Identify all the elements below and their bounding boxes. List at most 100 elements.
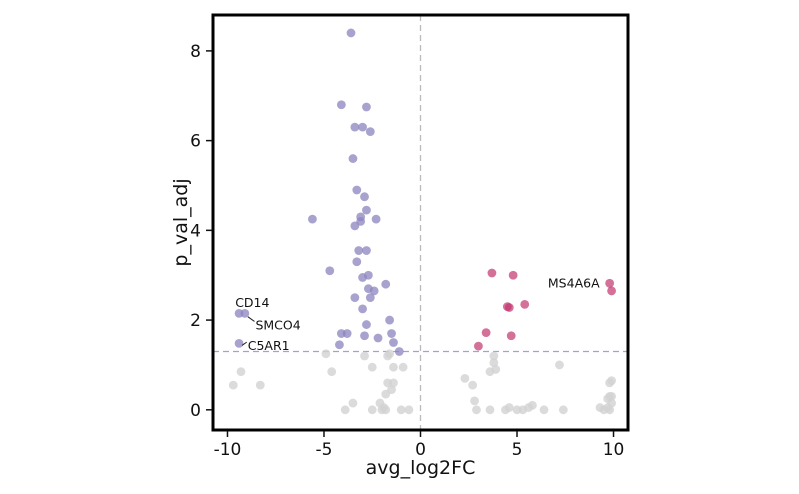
down-point (362, 102, 371, 112)
ns-point (367, 362, 377, 372)
ns-point (381, 405, 391, 415)
ns-point (460, 374, 470, 383)
ns-point (381, 389, 391, 399)
ns-point (321, 349, 331, 359)
down-point (350, 122, 360, 132)
y-tick-label: 4 (190, 221, 201, 241)
ns-point (605, 405, 615, 415)
down-point (371, 214, 381, 224)
ns-point (489, 358, 499, 368)
x-tick-label: 0 (415, 440, 426, 460)
ns-point (491, 365, 501, 374)
up-point (520, 299, 530, 309)
x-tick-label: -10 (214, 440, 242, 460)
down-point (362, 320, 371, 329)
down-point (387, 329, 396, 338)
plot-frame (211, 13, 630, 432)
down-point (352, 257, 362, 267)
down-point (360, 192, 369, 202)
y-axis: 0 2 4 6 8 (190, 42, 212, 421)
y-tick-label: 0 (190, 401, 201, 421)
up-point (508, 270, 518, 280)
down-point (362, 246, 371, 255)
ns-point (236, 367, 246, 377)
down-point (362, 205, 371, 215)
reference-lines (213, 15, 628, 430)
ns-point (603, 394, 613, 403)
up-point (487, 268, 497, 278)
up-point (506, 331, 516, 341)
down-point (348, 154, 358, 163)
annotation-leader (247, 316, 255, 322)
ns-point (485, 405, 495, 415)
ns-point (360, 351, 369, 361)
down-point (358, 304, 367, 314)
ns-point (528, 400, 537, 410)
ns-point (607, 376, 616, 386)
gene-label: C5AR1 (248, 338, 290, 353)
up-point (504, 303, 514, 312)
gene-label: MS4A6A (548, 275, 600, 290)
down-point (354, 246, 364, 255)
down-point (365, 293, 375, 303)
down-points (234, 28, 404, 356)
down-point (394, 347, 404, 356)
up-point (607, 286, 616, 296)
down-point (350, 293, 360, 303)
ns-point (558, 405, 568, 415)
down-point (346, 28, 356, 38)
down-point (308, 214, 317, 224)
up-points (474, 268, 616, 351)
down-point (385, 315, 395, 325)
ns-point (396, 405, 406, 415)
ns-point (389, 362, 398, 372)
down-point (358, 122, 367, 132)
gene-label: SMCO4 (255, 317, 300, 332)
gene-label: CD14 (235, 295, 269, 310)
down-point (240, 308, 250, 318)
y-axis-title: p_val_adj (170, 178, 192, 266)
y-tick-label: 2 (190, 311, 201, 331)
down-point (369, 286, 379, 296)
ns-point (468, 380, 478, 390)
ns-point (472, 405, 481, 415)
down-point (234, 339, 244, 348)
ns-point (555, 360, 564, 370)
x-tick-label: 10 (603, 440, 625, 460)
y-tick-label: 6 (190, 132, 201, 152)
x-axis-title: avg_log2FC (366, 457, 476, 479)
gene-annotations: CD14 SMCO4 C5AR1 MS4A6A (235, 275, 600, 353)
y-tick-label: 8 (190, 42, 201, 62)
ns-point (504, 403, 514, 412)
ns-point (367, 405, 377, 415)
ns-point (228, 380, 238, 390)
down-point (365, 127, 375, 137)
down-point (335, 340, 344, 350)
down-point (389, 338, 398, 347)
ns-point (348, 398, 358, 408)
up-point (605, 278, 615, 288)
x-tick-label: -5 (316, 440, 333, 460)
up-point (474, 341, 483, 351)
down-point (360, 331, 369, 341)
ns-points (228, 349, 616, 415)
down-point (352, 185, 362, 195)
down-point (381, 279, 391, 289)
ns-point (375, 398, 385, 408)
annotation-leader (241, 341, 248, 346)
ns-point (389, 378, 398, 388)
ns-point (255, 380, 265, 390)
x-tick-label: 5 (512, 440, 523, 460)
ns-point (404, 405, 414, 415)
ns-point (398, 362, 408, 372)
up-point (481, 328, 491, 338)
ns-point (489, 351, 499, 361)
down-point (373, 333, 383, 343)
down-point (342, 329, 352, 338)
down-point (363, 270, 373, 280)
ns-point (385, 349, 395, 359)
down-point (336, 100, 346, 110)
down-point (325, 266, 335, 276)
ns-point (470, 396, 479, 406)
